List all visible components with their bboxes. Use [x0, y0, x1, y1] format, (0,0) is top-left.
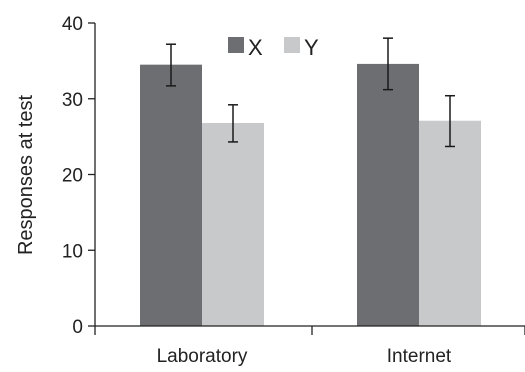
legend-swatch-x	[228, 37, 244, 53]
bar-x-laboratory	[140, 64, 202, 326]
category-label-internet: Internet	[387, 346, 452, 367]
legend-label-y: Y	[304, 35, 319, 60]
legend-swatch-y	[284, 37, 300, 53]
plot-area: 0 10 20 30 40 Laboratory Internet	[62, 14, 525, 367]
bar-y-internet	[419, 120, 481, 326]
bar-y-laboratory	[202, 122, 264, 327]
y-tick-label-10: 10	[62, 241, 83, 262]
y-axis-title: Responses at test	[15, 95, 37, 256]
y-tick-label-0: 0	[72, 317, 83, 338]
bar-x-internet	[357, 63, 419, 326]
y-tick-label-30: 30	[62, 90, 83, 111]
y-tick-label-20: 20	[62, 166, 83, 187]
y-tick-label-40: 40	[62, 14, 83, 35]
category-label-laboratory: Laboratory	[157, 346, 248, 367]
legend-label-x: X	[248, 35, 263, 60]
